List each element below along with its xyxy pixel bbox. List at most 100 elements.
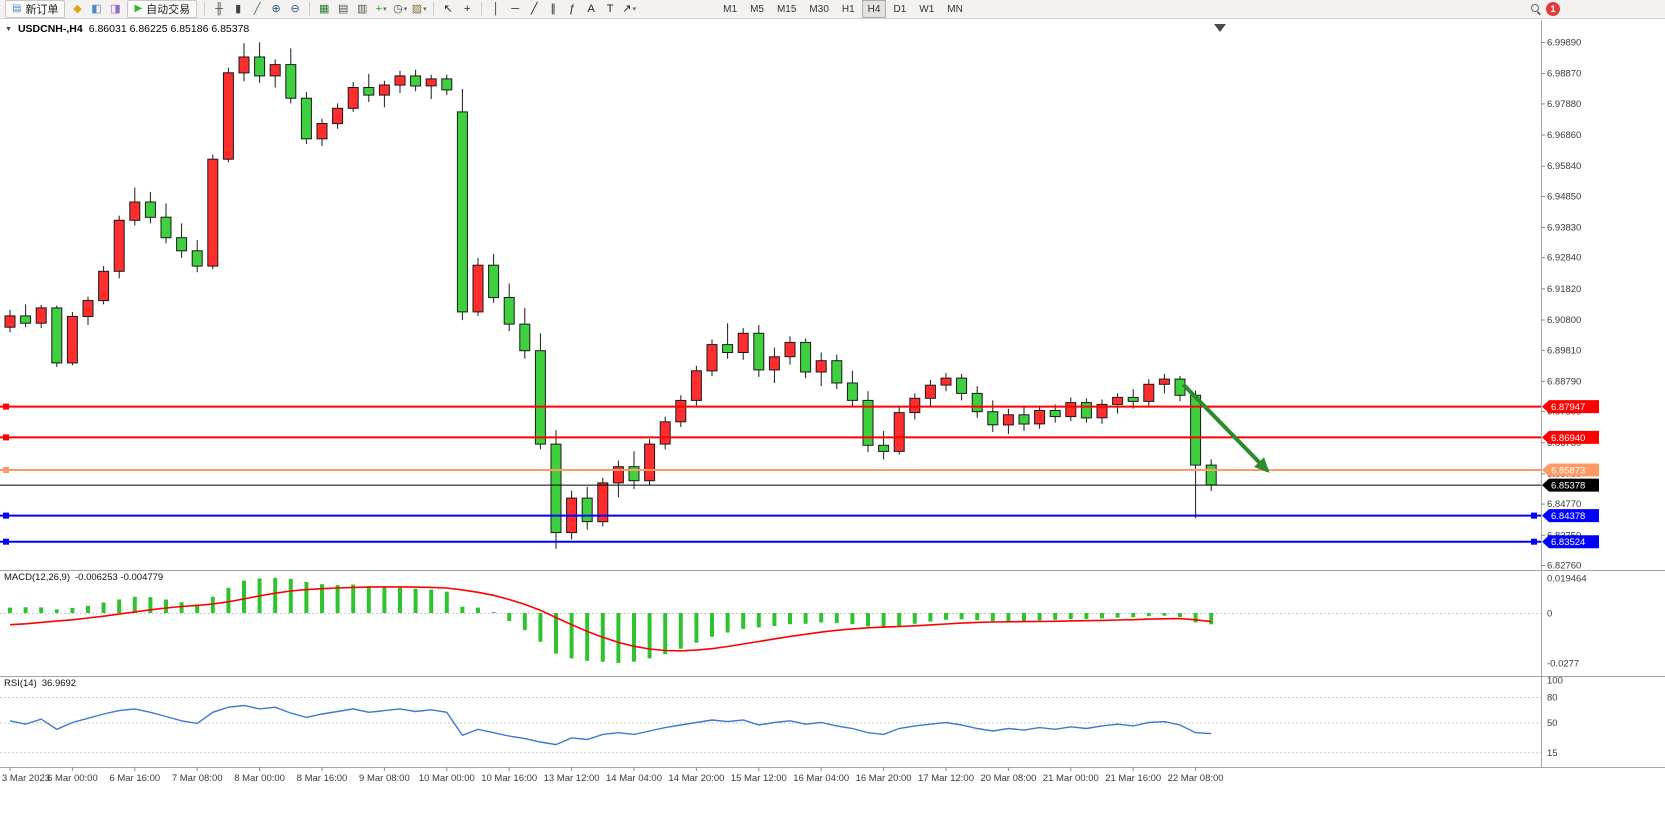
timeframe-m1[interactable]: M1 xyxy=(723,3,738,15)
chart-ohlc: 6.86031 6.86225 6.85186 6.85378 xyxy=(88,23,250,35)
autotrading-button[interactable]: ▶ 自动交易 xyxy=(127,0,198,18)
navigator-icon[interactable]: ◧ xyxy=(87,1,105,17)
autotrading-button-label: 自动交易 xyxy=(146,4,191,16)
toolbar-separator xyxy=(309,2,311,16)
candle-body xyxy=(176,237,188,252)
zoom-out-icon[interactable]: ⊖ xyxy=(286,1,304,17)
timeframe-h1[interactable]: H1 xyxy=(841,3,855,15)
market-watch-icon[interactable]: ◆ xyxy=(68,1,86,17)
price-tag-6.85873[interactable]: 6.85873 xyxy=(1542,463,1599,477)
templates-icon-glyph: ▨ xyxy=(411,2,423,15)
candle-body xyxy=(1065,402,1077,418)
price-line-6.87947[interactable] xyxy=(0,403,1541,410)
new-order-button-label: 新订单 xyxy=(25,4,59,16)
line-handle-left xyxy=(3,467,9,473)
candle-body xyxy=(269,64,281,77)
svg-text:0: 0 xyxy=(1547,609,1552,620)
candle-body xyxy=(207,158,219,267)
line-chart-icon[interactable]: ╱ xyxy=(248,1,266,17)
price-tag-6.83524[interactable]: 6.83524 xyxy=(1542,535,1599,549)
cursor-icon[interactable]: ↖ xyxy=(439,1,457,17)
candle-body xyxy=(129,201,141,221)
price-line-6.85873[interactable] xyxy=(0,467,1541,473)
price-line-6.84378[interactable] xyxy=(0,512,1541,519)
timeframe-m15[interactable]: M15 xyxy=(776,3,797,15)
timeframe-mn[interactable]: MN xyxy=(947,3,963,15)
svg-text:15: 15 xyxy=(1547,748,1558,759)
timeframe-m5[interactable]: M5 xyxy=(750,3,764,15)
label-icon[interactable]: T xyxy=(601,1,619,17)
periods-icon[interactable]: ◷ ▾ xyxy=(391,1,409,17)
templates-icon[interactable]: ▨ ▾ xyxy=(410,1,428,17)
price-tag-6.86940[interactable]: 6.86940 xyxy=(1542,430,1599,444)
candle-body xyxy=(51,307,63,364)
svg-text:50: 50 xyxy=(1547,718,1558,729)
crosshair-icon[interactable]: + xyxy=(458,1,476,17)
terminal-icon[interactable]: ◨ xyxy=(106,1,124,17)
rsi-value: 36.9692 xyxy=(41,678,77,689)
tile-windows-icon[interactable]: ▦ xyxy=(315,1,333,17)
candle-body xyxy=(534,350,546,445)
channel-icon[interactable]: ∥ xyxy=(544,1,562,17)
timeframe-w1[interactable]: W1 xyxy=(919,3,935,15)
autotrading-button-icon: ▶ xyxy=(134,3,143,14)
svg-text:9 Mar 08:00: 9 Mar 08:00 xyxy=(359,773,410,784)
rsi-line xyxy=(9,704,1212,746)
timeframe-m30[interactable]: M30 xyxy=(809,3,829,15)
candle-body xyxy=(347,87,359,109)
candlestick-icon[interactable]: ▮ xyxy=(229,1,247,17)
timeframe-h4[interactable]: H4 xyxy=(861,0,887,18)
svg-text:6.84378: 6.84378 xyxy=(1551,511,1585,522)
price-line-6.83524[interactable] xyxy=(0,538,1541,545)
text-icon[interactable]: A xyxy=(582,1,600,17)
trendline-icon[interactable]: ╱ xyxy=(525,1,543,17)
price-tag-6.84378[interactable]: 6.84378 xyxy=(1542,509,1599,523)
candle-body xyxy=(113,219,125,272)
svg-text:10 Mar 00:00: 10 Mar 00:00 xyxy=(419,773,475,784)
price-tag-6.85378[interactable]: 6.85378 xyxy=(1542,478,1599,492)
price-axis: 6.99890 6.98870 6.97880 6.96860 6.95840 6.948… xyxy=(1541,38,1587,759)
timeframe-d1[interactable]: D1 xyxy=(893,3,907,15)
candle-body xyxy=(20,315,32,324)
price-line-6.86940[interactable] xyxy=(0,434,1541,441)
text-icon-glyph: A xyxy=(587,2,595,15)
arrows-tool-icon[interactable]: ↗ ▾ xyxy=(620,1,638,17)
horizontal-line-icon[interactable]: ─ xyxy=(506,1,524,17)
dropdown-arrow-icon: ▾ xyxy=(383,5,387,13)
svg-text:6.88790: 6.88790 xyxy=(1547,376,1581,387)
fibonacci-icon[interactable]: ƒ xyxy=(563,1,581,17)
vertical-line-icon[interactable]: │ xyxy=(487,1,505,17)
candle-body xyxy=(722,344,734,354)
toolbar-separator xyxy=(433,2,435,16)
svg-text:6 Mar 00:00: 6 Mar 00:00 xyxy=(47,773,98,784)
candle-body xyxy=(1205,464,1217,486)
trend-arrow[interactable] xyxy=(1181,382,1270,473)
terminal-icon-glyph: ◨ xyxy=(110,2,121,15)
ohlc-bars-icon[interactable]: ╫ xyxy=(210,1,228,17)
cascade-windows-icon[interactable]: ▤ xyxy=(334,1,352,17)
search-icon[interactable] xyxy=(1527,1,1545,17)
svg-text:6.87947: 6.87947 xyxy=(1551,402,1585,413)
svg-text:6.91820: 6.91820 xyxy=(1547,284,1581,295)
zoom-in-icon[interactable]: ⊕ xyxy=(267,1,285,17)
arrange-windows-icon-glyph: ▥ xyxy=(356,2,368,15)
svg-text:6.85873: 6.85873 xyxy=(1551,466,1585,477)
fibonacci-icon-glyph: ƒ xyxy=(569,2,576,15)
macd-label: MACD(12,26,9) -0.006253 -0.004779 xyxy=(4,572,163,583)
arrange-windows-icon[interactable]: ▥ xyxy=(353,1,371,17)
new-order-button[interactable]: ▤ 新订单 xyxy=(5,0,66,18)
svg-text:14 Mar 04:00: 14 Mar 04:00 xyxy=(606,773,662,784)
candle-body xyxy=(753,332,765,371)
price-tag-6.87947[interactable]: 6.87947 xyxy=(1542,400,1599,414)
line-handle-left xyxy=(3,538,9,545)
candle-body xyxy=(222,72,234,160)
channel-icon-glyph: ∥ xyxy=(550,2,556,15)
symbol-dropdown-icon[interactable]: ▼ xyxy=(5,25,12,33)
indicators-icon[interactable]: + ▾ xyxy=(372,1,390,17)
candle-body xyxy=(4,315,16,328)
svg-text:20 Mar 08:00: 20 Mar 08:00 xyxy=(980,773,1036,784)
candle-body xyxy=(893,412,905,452)
notifications-badge[interactable]: 1 xyxy=(1546,2,1560,16)
navigator-icon-glyph: ◧ xyxy=(91,2,102,15)
